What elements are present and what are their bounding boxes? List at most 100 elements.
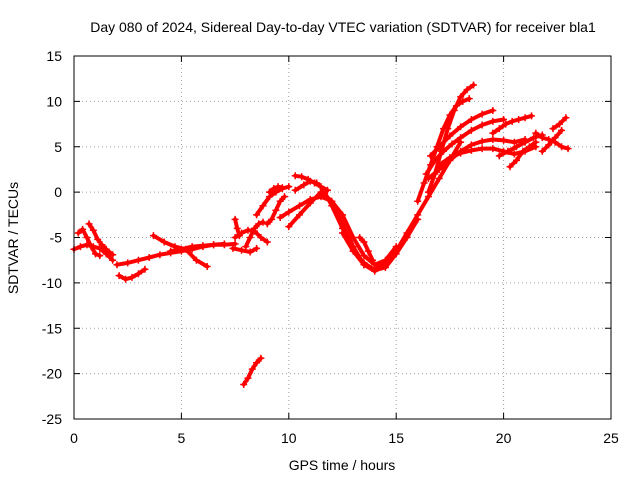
data-point <box>145 253 153 261</box>
data-point <box>545 141 553 149</box>
data-point <box>360 259 368 267</box>
data-point <box>259 218 267 226</box>
data-point <box>298 173 306 181</box>
data-point <box>272 188 280 196</box>
data-point <box>521 138 529 146</box>
data-point <box>500 116 508 124</box>
plot-area <box>70 81 572 389</box>
series-arc-18 <box>291 172 331 194</box>
data-point <box>257 234 265 241</box>
data-point <box>263 220 271 228</box>
data-point <box>304 175 312 183</box>
data-point <box>296 211 304 219</box>
data-point <box>478 145 486 153</box>
data-point <box>149 232 157 240</box>
data-point <box>489 106 497 114</box>
data-point <box>328 202 336 210</box>
data-point <box>203 263 211 271</box>
data-point <box>414 211 422 219</box>
data-point <box>231 240 239 248</box>
data-point <box>510 138 518 146</box>
series-line <box>426 137 528 181</box>
data-point <box>467 146 475 154</box>
y-axis-label: SDTVAR / TECUs <box>5 182 21 294</box>
data-point <box>231 215 239 223</box>
data-point <box>240 381 248 389</box>
series-arc-29 <box>506 138 540 171</box>
data-point <box>549 125 557 133</box>
data-point <box>253 211 261 219</box>
data-point <box>392 247 400 255</box>
data-point <box>244 374 252 382</box>
data-point <box>291 186 299 194</box>
data-point <box>528 112 536 120</box>
data-point <box>128 273 136 281</box>
data-point <box>564 145 572 153</box>
data-point <box>156 251 164 259</box>
data-point <box>457 93 465 101</box>
y-tick-label: 0 <box>54 184 62 200</box>
series-arc-11 <box>242 218 267 251</box>
series-arc-28 <box>489 112 536 137</box>
data-point <box>532 138 540 146</box>
data-point <box>102 245 110 253</box>
data-point <box>311 179 319 187</box>
series-arc-20 <box>356 234 377 264</box>
data-point <box>109 251 117 259</box>
data-point <box>457 123 465 131</box>
data-point <box>229 244 237 252</box>
series-arc-14 <box>265 183 286 196</box>
data-point <box>510 150 518 158</box>
y-tick-label: -25 <box>42 411 62 427</box>
data-point <box>76 243 84 251</box>
data-point <box>435 175 443 183</box>
data-point <box>339 229 346 237</box>
data-point <box>457 134 465 142</box>
data-point <box>113 261 121 269</box>
data-point <box>519 147 527 155</box>
data-point <box>465 95 473 103</box>
data-point <box>530 134 538 142</box>
data-point <box>512 156 520 164</box>
series-arc-02 <box>74 225 104 260</box>
y-tick-label: -10 <box>42 275 62 291</box>
data-point <box>403 229 411 237</box>
data-point <box>96 244 104 252</box>
data-point <box>188 243 196 251</box>
data-point <box>167 247 175 255</box>
x-axis-label: GPS time / hours <box>289 457 396 473</box>
data-point <box>323 186 331 194</box>
data-point <box>551 134 559 142</box>
series-arc-25 <box>427 106 497 160</box>
series-line <box>540 128 564 154</box>
data-point <box>259 202 267 210</box>
data-point <box>512 143 520 151</box>
series-arc-13 <box>263 193 289 228</box>
data-point <box>444 125 452 133</box>
data-point <box>500 136 508 144</box>
data-point <box>435 161 443 169</box>
data-point <box>495 152 503 160</box>
data-point <box>562 114 570 122</box>
data-point <box>253 244 261 252</box>
data-point <box>427 152 435 160</box>
data-point <box>98 241 106 249</box>
y-tick-label: -20 <box>42 366 62 382</box>
data-point <box>257 354 265 362</box>
data-point <box>317 183 325 191</box>
series-line <box>340 217 420 273</box>
data-point <box>246 248 254 256</box>
data-point <box>420 179 428 187</box>
series-arc-07 <box>167 240 239 255</box>
data-point <box>506 163 514 171</box>
data-point <box>91 250 99 258</box>
data-point <box>255 220 263 228</box>
x-tick-label: 25 <box>603 430 619 446</box>
data-point <box>220 241 228 249</box>
x-tick-label: 0 <box>70 430 78 446</box>
data-point <box>276 197 284 205</box>
data-point <box>414 197 422 205</box>
y-tick-label: 15 <box>46 48 62 64</box>
x-tick-label: 15 <box>388 430 404 446</box>
